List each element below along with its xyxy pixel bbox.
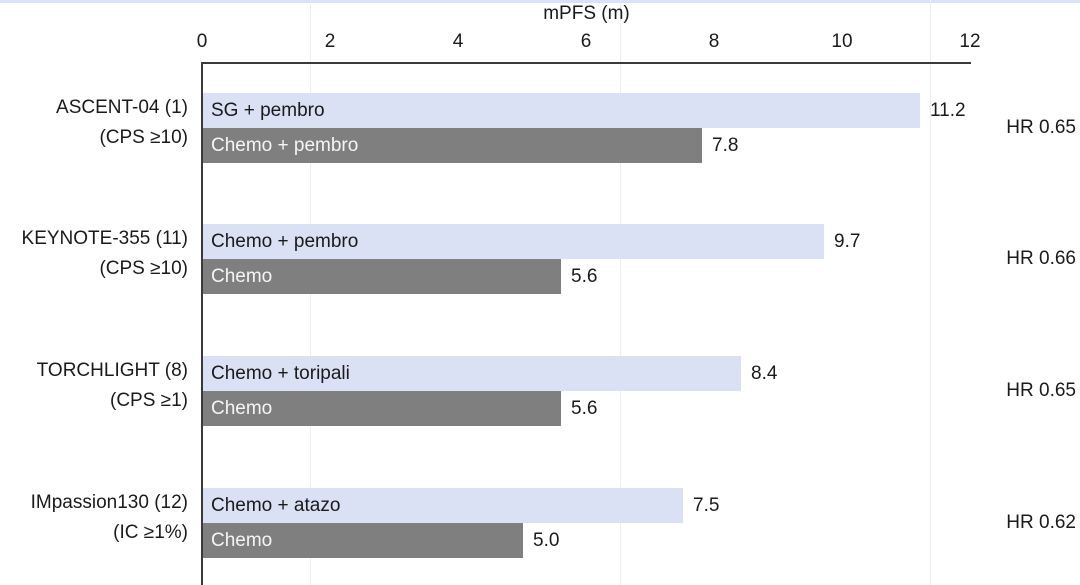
trial-population: (CPS ≥10) xyxy=(99,258,188,279)
bar-comparator: Chemo xyxy=(203,391,561,426)
bar-row: Chemo + toripali 8.4 xyxy=(203,356,1063,391)
bar-row: Chemo 5.6 xyxy=(203,391,1063,426)
trial-population: (IC ≥1%) xyxy=(113,522,188,543)
hazard-ratio-label: HR 0.62 xyxy=(1006,512,1076,533)
trial-label: IMpassion130 (12) (IC ≥1%) xyxy=(0,488,188,548)
bar-highlight: Chemo + toripali xyxy=(203,356,741,391)
bar-row: Chemo + atazo 7.5 xyxy=(203,488,1063,523)
x-axis-tick: 0 xyxy=(196,31,208,52)
bar-row: SG + pembro 11.2 xyxy=(203,93,1063,128)
bar-value: 11.2 xyxy=(930,99,966,121)
bar-row: Chemo 5.0 xyxy=(203,523,1063,558)
bar-row: Chemo + pembro 9.7 xyxy=(203,224,1063,259)
bar-comparator: Chemo xyxy=(203,523,523,558)
bar-highlight: SG + pembro xyxy=(203,93,920,128)
x-axis-tick: 6 xyxy=(580,31,592,52)
bar-value: 7.8 xyxy=(712,134,739,156)
x-axis-tick: 8 xyxy=(708,31,720,52)
trial-label: ASCENT-04 (1) (CPS ≥10) xyxy=(0,93,188,153)
bar-label: Chemo + atazo xyxy=(211,494,341,516)
trial-label: TORCHLIGHT (8) (CPS ≥1) xyxy=(0,356,188,416)
x-axis-tick: 4 xyxy=(452,31,464,52)
bar-value: 9.7 xyxy=(834,230,861,252)
y-axis-line xyxy=(201,62,203,585)
bar-comparator: Chemo + pembro xyxy=(203,128,702,163)
trial-name: ASCENT-04 (1) xyxy=(56,97,188,118)
background-guide-line xyxy=(620,0,621,585)
trial-population: (CPS ≥1) xyxy=(110,390,188,411)
bar-value: 7.5 xyxy=(693,494,720,516)
chart-title: mPFS (m) xyxy=(543,3,630,24)
x-axis-tick: 2 xyxy=(324,31,336,52)
bar-value: 5.0 xyxy=(533,529,560,551)
top-border-strip xyxy=(0,0,1080,3)
bar-row: Chemo + pembro 7.8 xyxy=(203,128,1063,163)
bar-label: Chemo + pembro xyxy=(211,230,359,252)
hazard-ratio-label: HR 0.65 xyxy=(1006,380,1076,401)
trial-label: KEYNOTE-355 (11) (CPS ≥10) xyxy=(0,224,188,284)
bar-label: SG + pembro xyxy=(211,99,325,121)
bar-label: Chemo + toripali xyxy=(211,362,350,384)
bar-value: 5.6 xyxy=(571,265,598,287)
bar-label: Chemo + pembro xyxy=(211,134,359,156)
bar-highlight: Chemo + pembro xyxy=(203,224,824,259)
bar-highlight: Chemo + atazo xyxy=(203,488,683,523)
bar-row: Chemo 5.6 xyxy=(203,259,1063,294)
trial-name: TORCHLIGHT (8) xyxy=(36,360,188,381)
hazard-ratio-label: HR 0.66 xyxy=(1006,248,1076,269)
bar-label: Chemo xyxy=(211,265,273,287)
x-axis-line xyxy=(201,62,971,64)
trial-name: IMpassion130 (12) xyxy=(30,492,188,513)
bar-label: Chemo xyxy=(211,529,273,551)
x-axis-tick: 10 xyxy=(831,31,853,52)
bar-comparator: Chemo xyxy=(203,259,561,294)
trial-population: (CPS ≥10) xyxy=(99,127,188,148)
bar-value: 5.6 xyxy=(571,397,598,419)
bar-value: 8.4 xyxy=(751,362,778,384)
x-axis-tick: 12 xyxy=(959,31,981,52)
hazard-ratio-label: HR 0.65 xyxy=(1006,117,1076,138)
trial-name: KEYNOTE-355 (11) xyxy=(21,228,188,249)
background-guide-line xyxy=(930,0,931,585)
bar-label: Chemo xyxy=(211,397,273,419)
